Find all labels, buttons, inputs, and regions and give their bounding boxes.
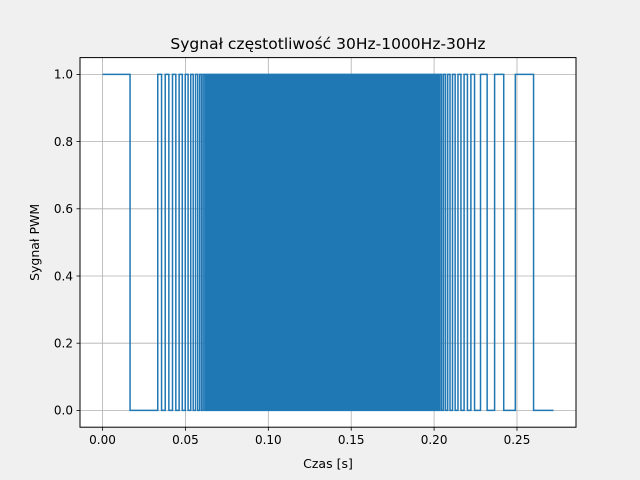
pwm-signal-line	[102, 73, 554, 412]
y-tick-label: 0.4	[54, 269, 73, 283]
y-axis-label: Sygnał PWM	[27, 204, 42, 281]
axes: 0.00 0.05 0.10 0.15 0.20 0.25 0.0 0.2 0.4 0.6 0.8…	[54, 57, 577, 447]
x-tick-label: 0.10	[255, 433, 282, 447]
x-tick-label: 0.15	[338, 433, 365, 447]
y-tick-label: 0.6	[54, 202, 73, 216]
y-tick-label: 0.2	[54, 337, 73, 351]
signal-series	[102, 73, 554, 412]
x-axis-ticks: 0.00 0.05 0.10 0.15 0.20 0.25	[89, 427, 530, 447]
x-axis-label: Czas [s]	[303, 456, 353, 471]
x-tick-label: 0.20	[421, 433, 448, 447]
y-tick-label: 0.0	[54, 404, 73, 418]
x-tick-label: 0.00	[89, 433, 116, 447]
chart-title: Sygnał częstotliwość 30Hz-1000Hz-30Hz	[170, 35, 485, 53]
y-axis-ticks: 0.0 0.2 0.4 0.6 0.8 1.0	[54, 68, 80, 418]
y-tick-label: 1.0	[54, 68, 73, 82]
x-tick-label: 0.25	[504, 433, 531, 447]
y-tick-label: 0.8	[54, 135, 73, 149]
plot-frame	[79, 57, 577, 428]
x-tick-label: 0.05	[172, 433, 199, 447]
